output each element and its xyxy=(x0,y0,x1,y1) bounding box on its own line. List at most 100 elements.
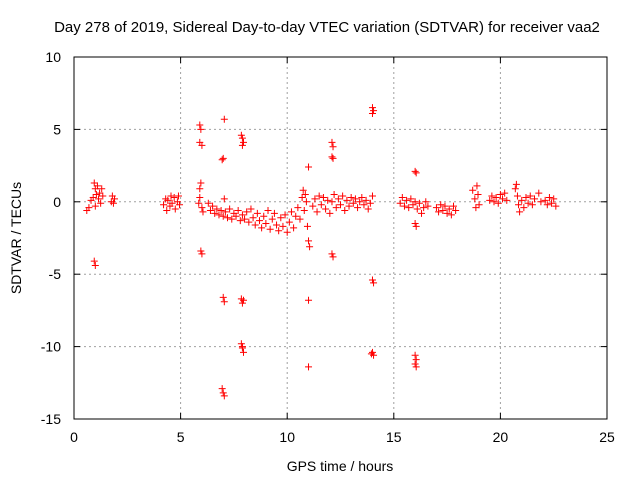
data-point xyxy=(305,237,313,245)
data-point xyxy=(364,205,372,213)
data-point xyxy=(472,204,480,212)
data-point xyxy=(358,193,366,201)
data-point xyxy=(362,196,370,204)
data-point xyxy=(93,182,101,190)
data-point xyxy=(294,204,302,212)
data-point xyxy=(368,192,376,200)
data-point xyxy=(238,134,246,142)
data-point xyxy=(522,193,530,201)
data-point xyxy=(349,199,357,207)
data-point xyxy=(334,195,342,203)
data-point xyxy=(443,209,451,217)
data-point xyxy=(550,195,558,203)
data-point xyxy=(439,206,447,214)
data-point xyxy=(220,392,228,400)
data-point xyxy=(337,201,344,209)
x-tick-labels: 0 5 10 15 20 25 xyxy=(70,429,615,445)
data-point xyxy=(164,196,172,204)
data-point xyxy=(548,199,556,207)
x-tick-label: 10 xyxy=(279,429,295,445)
axis-ticks xyxy=(73,56,608,420)
data-point xyxy=(219,212,227,220)
data-point xyxy=(219,293,227,301)
data-point xyxy=(95,195,103,203)
data-point xyxy=(319,193,327,201)
data-point xyxy=(411,220,419,228)
data-point xyxy=(328,198,336,206)
data-point xyxy=(277,214,285,222)
data-point xyxy=(237,131,245,139)
data-point xyxy=(501,189,509,197)
data-point xyxy=(217,206,225,214)
data-point xyxy=(232,212,240,220)
data-point xyxy=(198,204,206,212)
data-point xyxy=(413,205,421,213)
data-point xyxy=(262,220,270,228)
data-point xyxy=(91,262,99,270)
data-point xyxy=(268,215,276,223)
data-point xyxy=(290,224,298,232)
data-point xyxy=(253,209,261,217)
data-point xyxy=(174,192,182,200)
data-point xyxy=(197,179,205,187)
data-point xyxy=(445,205,453,213)
data-point xyxy=(197,247,205,255)
data-point xyxy=(209,202,217,210)
data-point xyxy=(275,227,283,235)
data-point xyxy=(239,348,247,356)
data-point xyxy=(315,192,323,200)
data-point xyxy=(486,196,494,204)
data-point xyxy=(452,206,460,214)
data-point xyxy=(220,115,228,123)
data-point xyxy=(234,206,242,214)
data-point xyxy=(285,218,293,226)
data-point xyxy=(239,296,247,304)
data-point xyxy=(324,196,332,204)
data-point xyxy=(407,195,415,203)
data-point xyxy=(89,193,97,201)
data-point xyxy=(441,202,449,210)
data-point xyxy=(367,350,375,358)
y-tick-label: 10 xyxy=(45,49,61,65)
data-point xyxy=(541,196,549,204)
data-point xyxy=(219,154,227,162)
y-tick-label: -10 xyxy=(41,339,61,355)
data-point xyxy=(366,199,374,207)
data-point xyxy=(511,185,519,193)
data-point xyxy=(398,193,406,201)
data-point xyxy=(111,195,119,203)
data-point xyxy=(412,363,420,371)
data-point xyxy=(281,211,289,219)
data-point xyxy=(494,199,502,207)
data-point xyxy=(411,198,419,206)
data-point xyxy=(90,179,98,187)
data-point xyxy=(195,199,203,207)
data-point xyxy=(313,208,321,216)
data-point xyxy=(437,201,445,209)
data-point xyxy=(219,389,227,397)
data-point xyxy=(176,201,184,209)
x-tick-label: 15 xyxy=(386,429,402,445)
data-point xyxy=(199,208,207,216)
data-point xyxy=(435,208,443,216)
data-point xyxy=(160,201,168,209)
data-point xyxy=(403,196,411,204)
data-point xyxy=(405,204,413,212)
data-point xyxy=(411,360,419,368)
data-point xyxy=(226,205,234,213)
data-point xyxy=(412,356,420,364)
data-point xyxy=(415,199,423,207)
data-point xyxy=(239,138,247,146)
data-point xyxy=(238,299,246,307)
plot-frame xyxy=(73,56,608,420)
data-point xyxy=(198,250,206,258)
data-point xyxy=(196,121,204,129)
data-point xyxy=(171,205,179,213)
data-point xyxy=(298,193,306,201)
data-point xyxy=(473,182,481,190)
x-tick-label: 25 xyxy=(599,429,615,445)
data-point xyxy=(528,201,536,209)
data-point xyxy=(422,198,430,206)
data-point xyxy=(97,199,105,207)
